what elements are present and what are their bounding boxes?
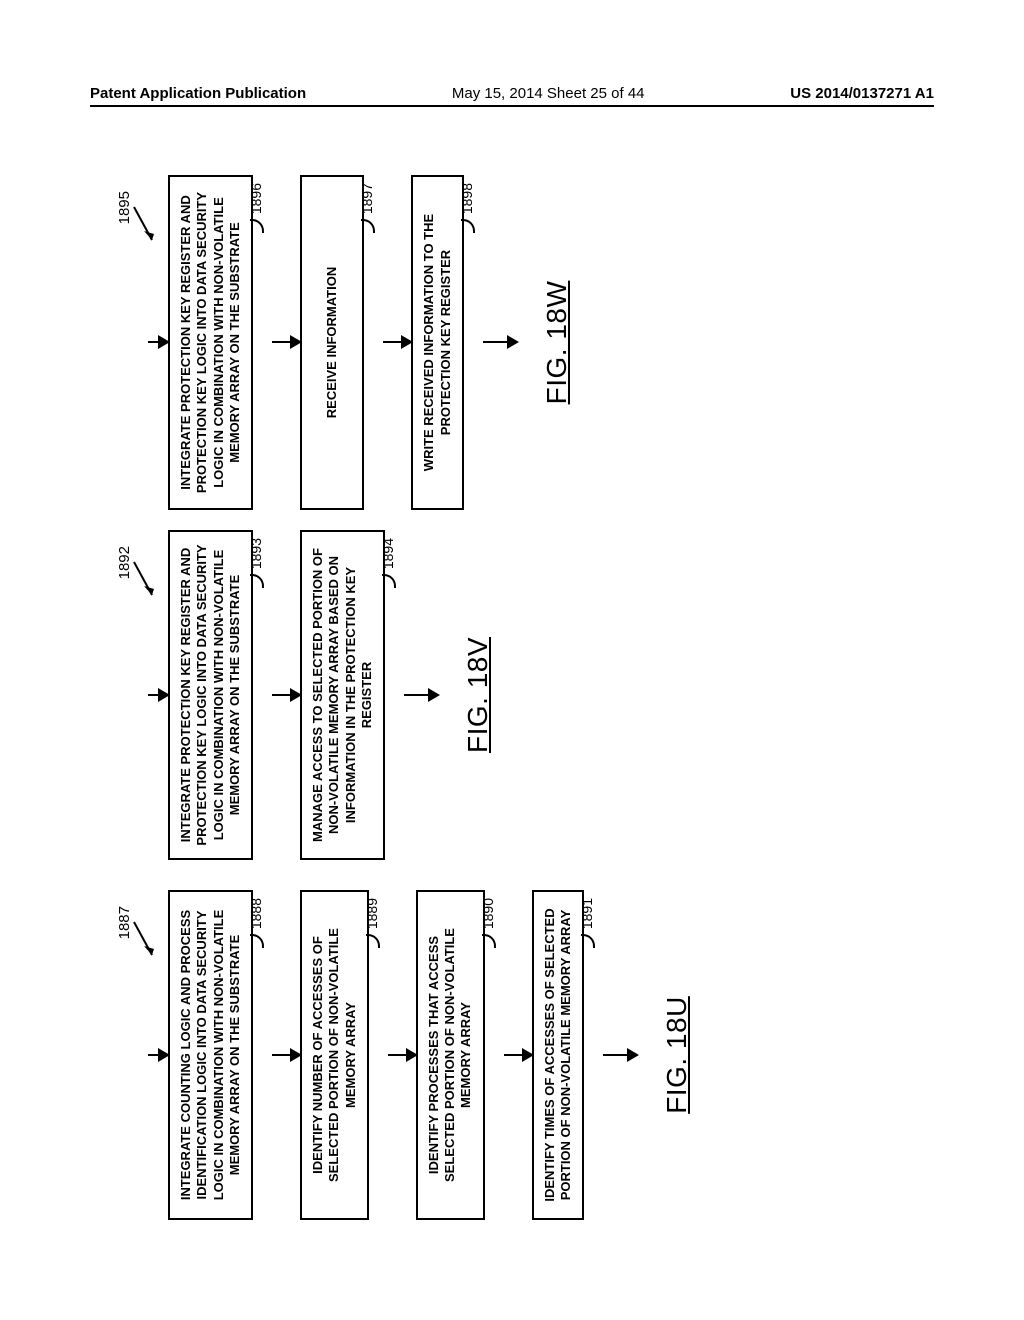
arrow-icon [272, 342, 300, 344]
step-box: IDENTIFY TIMES OF ACCESSES OF SELECTED P… [532, 890, 585, 1220]
arrow-icon [148, 694, 168, 696]
step-box: INTEGRATE PROTECTION KEY REGISTER AND PR… [168, 530, 253, 860]
ref-1894: 1894 [384, 530, 404, 860]
step-box: INTEGRATE COUNTING LOGIC AND PROCESS IDE… [168, 890, 253, 1220]
arrow-icon [272, 694, 300, 696]
step-box: IDENTIFY PROCESSES THAT ACCESS SELECTED … [416, 890, 485, 1220]
figure-label-18v: FIG. 18V [462, 637, 494, 753]
arrow-icon [388, 1054, 416, 1056]
arrow-icon [148, 342, 168, 344]
top-ref-1887: 1887 [122, 890, 148, 1220]
arrow-icon [148, 1054, 168, 1056]
ref-1897: 1897 [363, 175, 383, 510]
ref-1890: 1890 [484, 890, 504, 1220]
step-box: RECEIVE INFORMATION [300, 175, 364, 510]
step-box: WRITE RECEIVED INFORMATION TO THE PROTEC… [411, 175, 464, 510]
leader-arrow [132, 205, 162, 275]
arrow-icon [504, 1054, 532, 1056]
ref-num: 1892 [116, 546, 133, 579]
ref-1891: 1891 [583, 890, 603, 1220]
flowchart-18u: 1887 INTEGRATE COUNTING LOGIC AND PROCES… [122, 890, 693, 1220]
arrow-icon [603, 1054, 637, 1056]
step-box: INTEGRATE PROTECTION KEY REGISTER AND PR… [168, 175, 253, 510]
top-ref-1895: 1895 [122, 175, 148, 510]
arrow-icon [383, 342, 411, 344]
ref-num: 1887 [116, 906, 133, 939]
figure-label-18u: FIG. 18U [661, 996, 693, 1114]
ref-1893: 1893 [252, 530, 272, 860]
header-left: Patent Application Publication [90, 85, 306, 102]
page-header: Patent Application Publication May 15, 2… [90, 85, 934, 107]
ref-1898: 1898 [463, 175, 483, 510]
arrow-icon [404, 694, 438, 696]
arrow-icon [483, 342, 517, 344]
leader-arrow [132, 560, 162, 630]
flowchart-18w: 1895 INTEGRATE PROTECTION KEY REGISTER A… [122, 175, 573, 510]
ref-num: 1895 [116, 191, 133, 224]
figure-layout: 1887 INTEGRATE COUNTING LOGIC AND PROCES… [122, 170, 902, 1230]
step-box: MANAGE ACCESS TO SELECTED PORTION OF NON… [300, 530, 385, 860]
step-box: IDENTIFY NUMBER OF ACCESSES OF SELECTED … [300, 890, 369, 1220]
ref-1888: 1888 [252, 890, 272, 1220]
figure-label-18w: FIG. 18W [541, 281, 573, 405]
leader-arrow [132, 920, 162, 990]
ref-1896: 1896 [252, 175, 272, 510]
arrow-icon [272, 1054, 300, 1056]
header-mid: May 15, 2014 Sheet 25 of 44 [452, 85, 645, 102]
top-ref-1892: 1892 [122, 530, 148, 860]
flowchart-18v: 1892 INTEGRATE PROTECTION KEY REGISTER A… [122, 530, 494, 860]
header-right: US 2014/0137271 A1 [790, 85, 934, 102]
ref-1889: 1889 [368, 890, 388, 1220]
